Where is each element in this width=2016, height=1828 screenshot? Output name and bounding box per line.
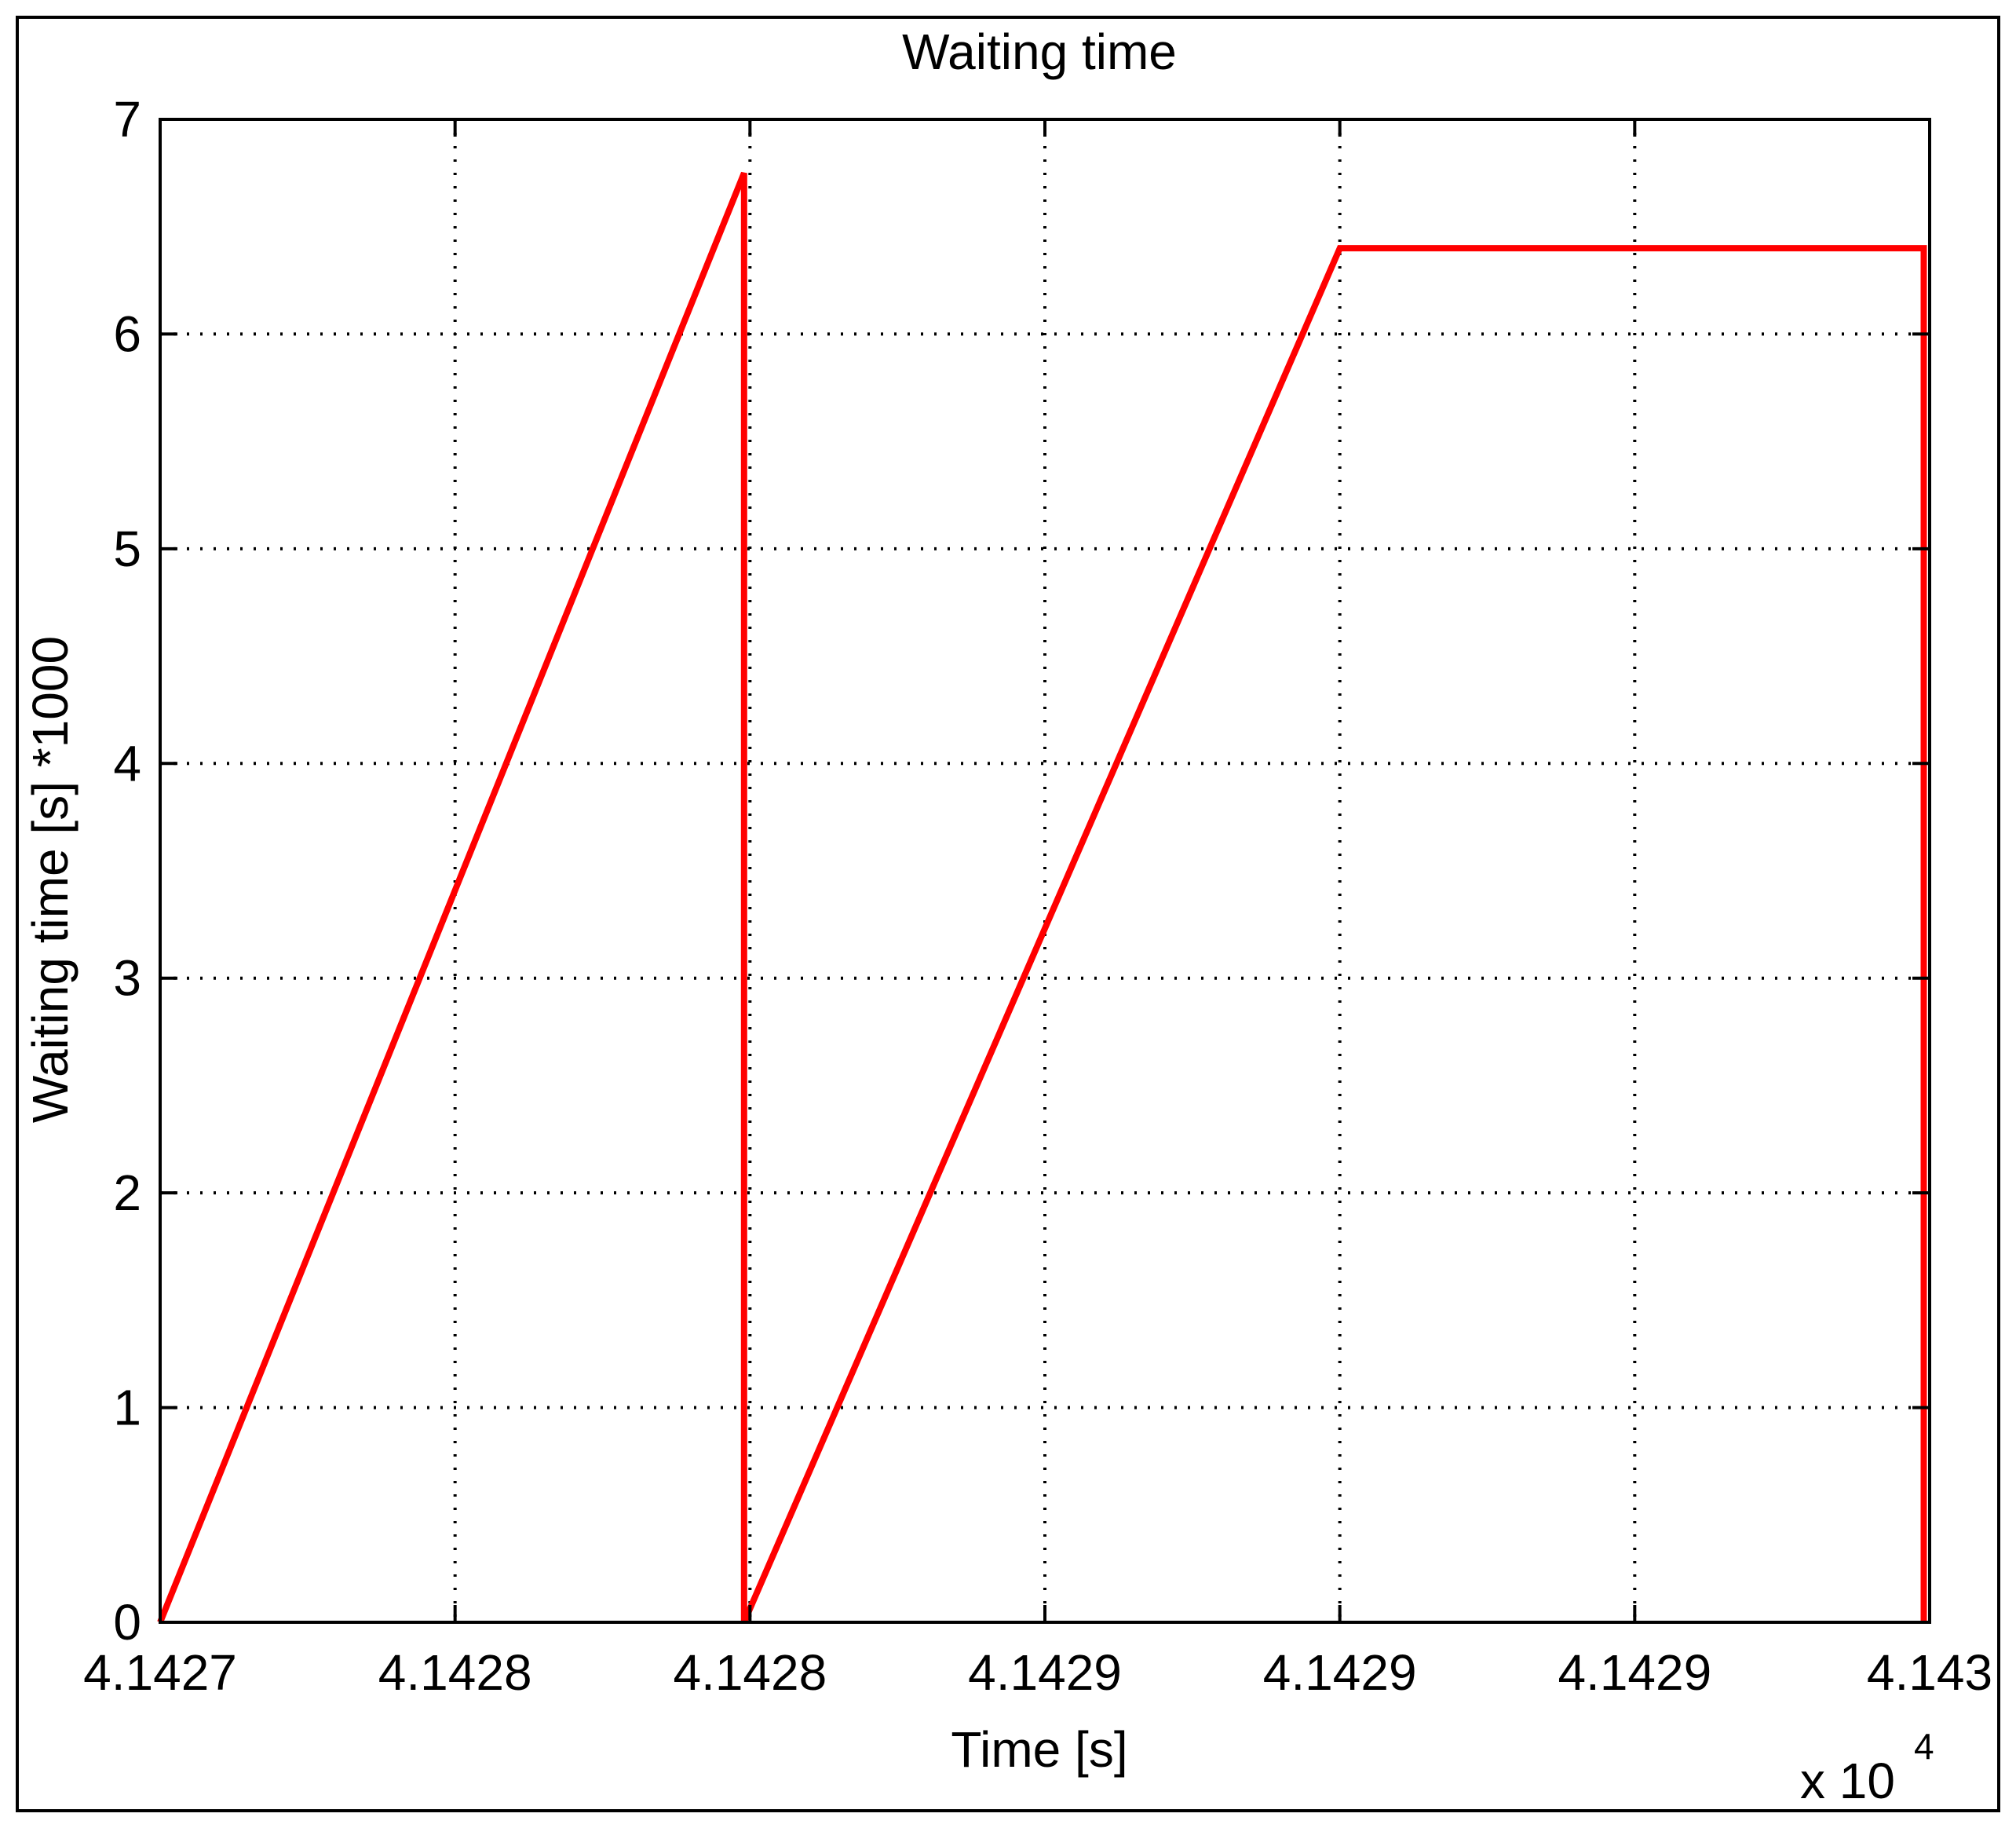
data-series [157,171,1927,1624]
x-multiplier-base: x 10 [1800,1753,1895,1809]
x-tick-label: 4.1428 [673,1644,827,1701]
x-tick-label: 4.1429 [1558,1644,1711,1701]
y-tick-labels: 0 1 2 3 4 5 6 7 [113,91,141,1651]
figure-border [16,16,2000,1812]
grid-lines [160,119,1930,1622]
y-tick-label: 6 [113,305,141,362]
y-tick-label: 2 [113,1164,141,1221]
x-multiplier-exponent: 4 [1914,1726,1934,1767]
x-tick-label: 4.1429 [1263,1644,1417,1701]
x-tick-label: 4.1429 [968,1644,1122,1701]
x-tick-labels: 4.1427 4.1428 4.1428 4.1429 4.1429 4.1429 4.14… [83,1644,1992,1701]
y-tick-label: 5 [113,521,141,577]
y-tick-label: 4 [113,735,141,792]
x-tick-label: 4.1428 [378,1644,532,1701]
y-axis-label: Waiting time [s] *1000 [22,636,79,1123]
x-axis-label: Time [s] [951,1721,1127,1778]
x-tick-label: 4.143 [1867,1644,1992,1701]
y-tick-label: 7 [113,91,141,148]
x-axis-multiplier: x 10 4 [1800,1726,1934,1809]
y-tick-label: 3 [113,950,141,1007]
y-tick-label: 1 [113,1380,141,1436]
axis-ticks [159,118,1931,1624]
x-tick-label: 4.1427 [83,1644,237,1701]
y-tick-label: 0 [113,1594,141,1651]
chart-title: Waiting time [902,24,1177,80]
series-line [157,171,1927,1624]
